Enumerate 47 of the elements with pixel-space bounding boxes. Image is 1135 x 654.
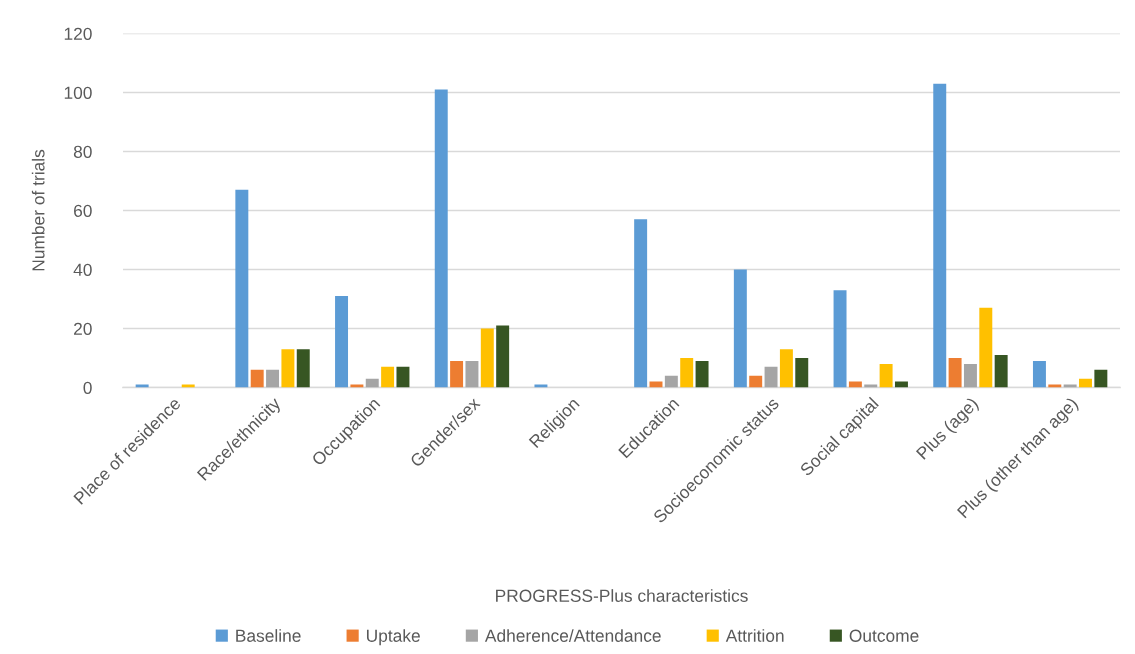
bar	[450, 360, 464, 388]
y-tick-label: 20	[74, 322, 92, 335]
bar	[779, 349, 793, 388]
bar	[879, 363, 893, 388]
bar	[1094, 369, 1108, 388]
bar	[933, 83, 947, 388]
x-axis-title: PROGRESS-Plus characteristics	[496, 589, 748, 602]
bar	[733, 269, 747, 388]
bar	[1032, 360, 1046, 388]
y-tick-label: 60	[74, 204, 92, 217]
bar	[1079, 378, 1092, 388]
bar	[664, 375, 678, 388]
bar	[365, 378, 379, 388]
legend-label: Adherence/Attendance	[484, 629, 661, 642]
y-tick-label: 0	[83, 381, 92, 394]
bar	[235, 189, 249, 388]
legend-label: Outcome	[849, 629, 919, 642]
bar	[480, 328, 494, 388]
bar	[979, 307, 993, 388]
bar	[833, 290, 847, 388]
bar	[434, 89, 448, 388]
bar	[496, 325, 510, 388]
legend-label: Uptake	[366, 629, 420, 646]
bar	[634, 219, 648, 388]
y-tick-label: 120	[64, 27, 92, 40]
bar	[296, 349, 310, 388]
bar	[266, 369, 280, 388]
bar	[680, 358, 694, 388]
bar	[250, 369, 264, 388]
bar	[764, 366, 778, 388]
bar	[396, 366, 410, 388]
legend-label: Attrition	[725, 629, 784, 642]
bar	[281, 349, 295, 388]
y-axis-title: Number of trials	[31, 149, 45, 271]
y-tick-label: 80	[73, 145, 92, 158]
bar	[465, 360, 479, 388]
bar	[948, 358, 962, 388]
bar	[381, 366, 395, 388]
bar	[994, 355, 1008, 388]
y-tick-label: 100	[64, 86, 92, 99]
bar	[963, 363, 977, 388]
legend-label: Baseline	[236, 629, 301, 642]
y-tick-label: 40	[73, 263, 92, 276]
bar	[335, 296, 349, 388]
bar	[749, 375, 763, 388]
bar	[695, 360, 709, 388]
bar	[795, 358, 809, 388]
